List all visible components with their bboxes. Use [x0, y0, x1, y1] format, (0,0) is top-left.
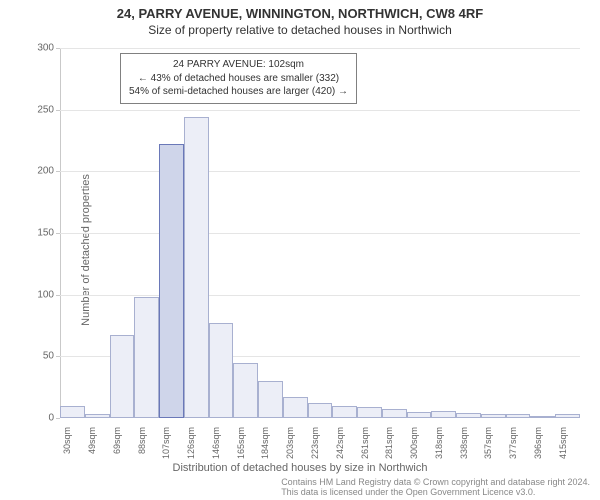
- y-tick-mark: [56, 418, 60, 419]
- chart-plot-area: 05010015020025030030sqm49sqm69sqm88sqm10…: [60, 48, 580, 418]
- histogram-bar: [209, 323, 234, 418]
- histogram-bar: [184, 117, 209, 418]
- x-tick-label: 338sqm: [459, 423, 469, 459]
- x-tick-label: 261sqm: [360, 423, 370, 459]
- annotation-box: 24 PARRY AVENUE: 102sqm← 43% of detached…: [120, 53, 357, 104]
- y-tick-mark: [56, 233, 60, 234]
- y-tick-mark: [56, 48, 60, 49]
- histogram-bar: [85, 414, 110, 418]
- x-tick-label: 184sqm: [260, 423, 270, 459]
- gridline: [60, 110, 580, 111]
- x-tick-label: 242sqm: [335, 423, 345, 459]
- y-tick-mark: [56, 171, 60, 172]
- histogram-bar: [431, 411, 456, 418]
- histogram-bar: [456, 413, 481, 418]
- x-tick-label: 49sqm: [87, 423, 97, 454]
- x-tick-label: 223sqm: [310, 423, 320, 459]
- gridline: [60, 171, 580, 172]
- x-axis-label: Distribution of detached houses by size …: [173, 462, 428, 474]
- x-tick-label: 126sqm: [186, 423, 196, 459]
- gridline: [60, 233, 580, 234]
- x-tick-label: 165sqm: [236, 423, 246, 459]
- x-tick-label: 415sqm: [558, 423, 568, 459]
- annotation-line: 54% of semi-detached houses are larger (…: [129, 85, 348, 99]
- y-tick-mark: [56, 295, 60, 296]
- annotation-line: ← 43% of detached houses are smaller (33…: [129, 72, 348, 86]
- gridline: [60, 48, 580, 49]
- histogram-bar: [357, 407, 382, 418]
- histogram-bar: [134, 297, 159, 418]
- histogram-bar: [332, 406, 357, 418]
- x-tick-label: 357sqm: [483, 423, 493, 459]
- histogram-bar: [555, 414, 580, 418]
- histogram-bar: [506, 414, 531, 418]
- histogram-bar: [407, 412, 432, 418]
- histogram-bar: [382, 409, 407, 418]
- histogram-bar-highlight: [159, 144, 184, 418]
- x-tick-label: 88sqm: [137, 423, 147, 454]
- x-tick-label: 318sqm: [434, 423, 444, 459]
- histogram-bar: [283, 397, 308, 418]
- footer-line: This data is licensed under the Open Gov…: [281, 487, 590, 497]
- page-title: 24, PARRY AVENUE, WINNINGTON, NORTHWICH,…: [0, 0, 600, 21]
- x-tick-label: 203sqm: [285, 423, 295, 459]
- x-tick-label: 146sqm: [211, 423, 221, 459]
- x-tick-label: 396sqm: [533, 423, 543, 459]
- y-tick-mark: [56, 110, 60, 111]
- histogram-bar: [60, 406, 85, 418]
- footer-line: Contains HM Land Registry data © Crown c…: [281, 477, 590, 487]
- histogram-bar: [481, 414, 506, 418]
- histogram-bar: [530, 416, 555, 418]
- y-tick-mark: [56, 356, 60, 357]
- histogram-bar: [308, 403, 333, 418]
- x-tick-label: 30sqm: [62, 423, 72, 454]
- histogram-bar: [110, 335, 135, 418]
- x-tick-label: 69sqm: [112, 423, 122, 454]
- histogram-bar: [233, 363, 258, 419]
- x-tick-label: 300sqm: [409, 423, 419, 459]
- histogram-bar: [258, 381, 283, 418]
- x-tick-label: 107sqm: [161, 423, 171, 459]
- x-tick-label: 377sqm: [508, 423, 518, 459]
- page-subtitle: Size of property relative to detached ho…: [0, 21, 600, 37]
- annotation-line: 24 PARRY AVENUE: 102sqm: [129, 58, 348, 72]
- gridline: [60, 295, 580, 296]
- x-tick-label: 281sqm: [384, 423, 394, 459]
- footer-text: Contains HM Land Registry data © Crown c…: [281, 477, 590, 497]
